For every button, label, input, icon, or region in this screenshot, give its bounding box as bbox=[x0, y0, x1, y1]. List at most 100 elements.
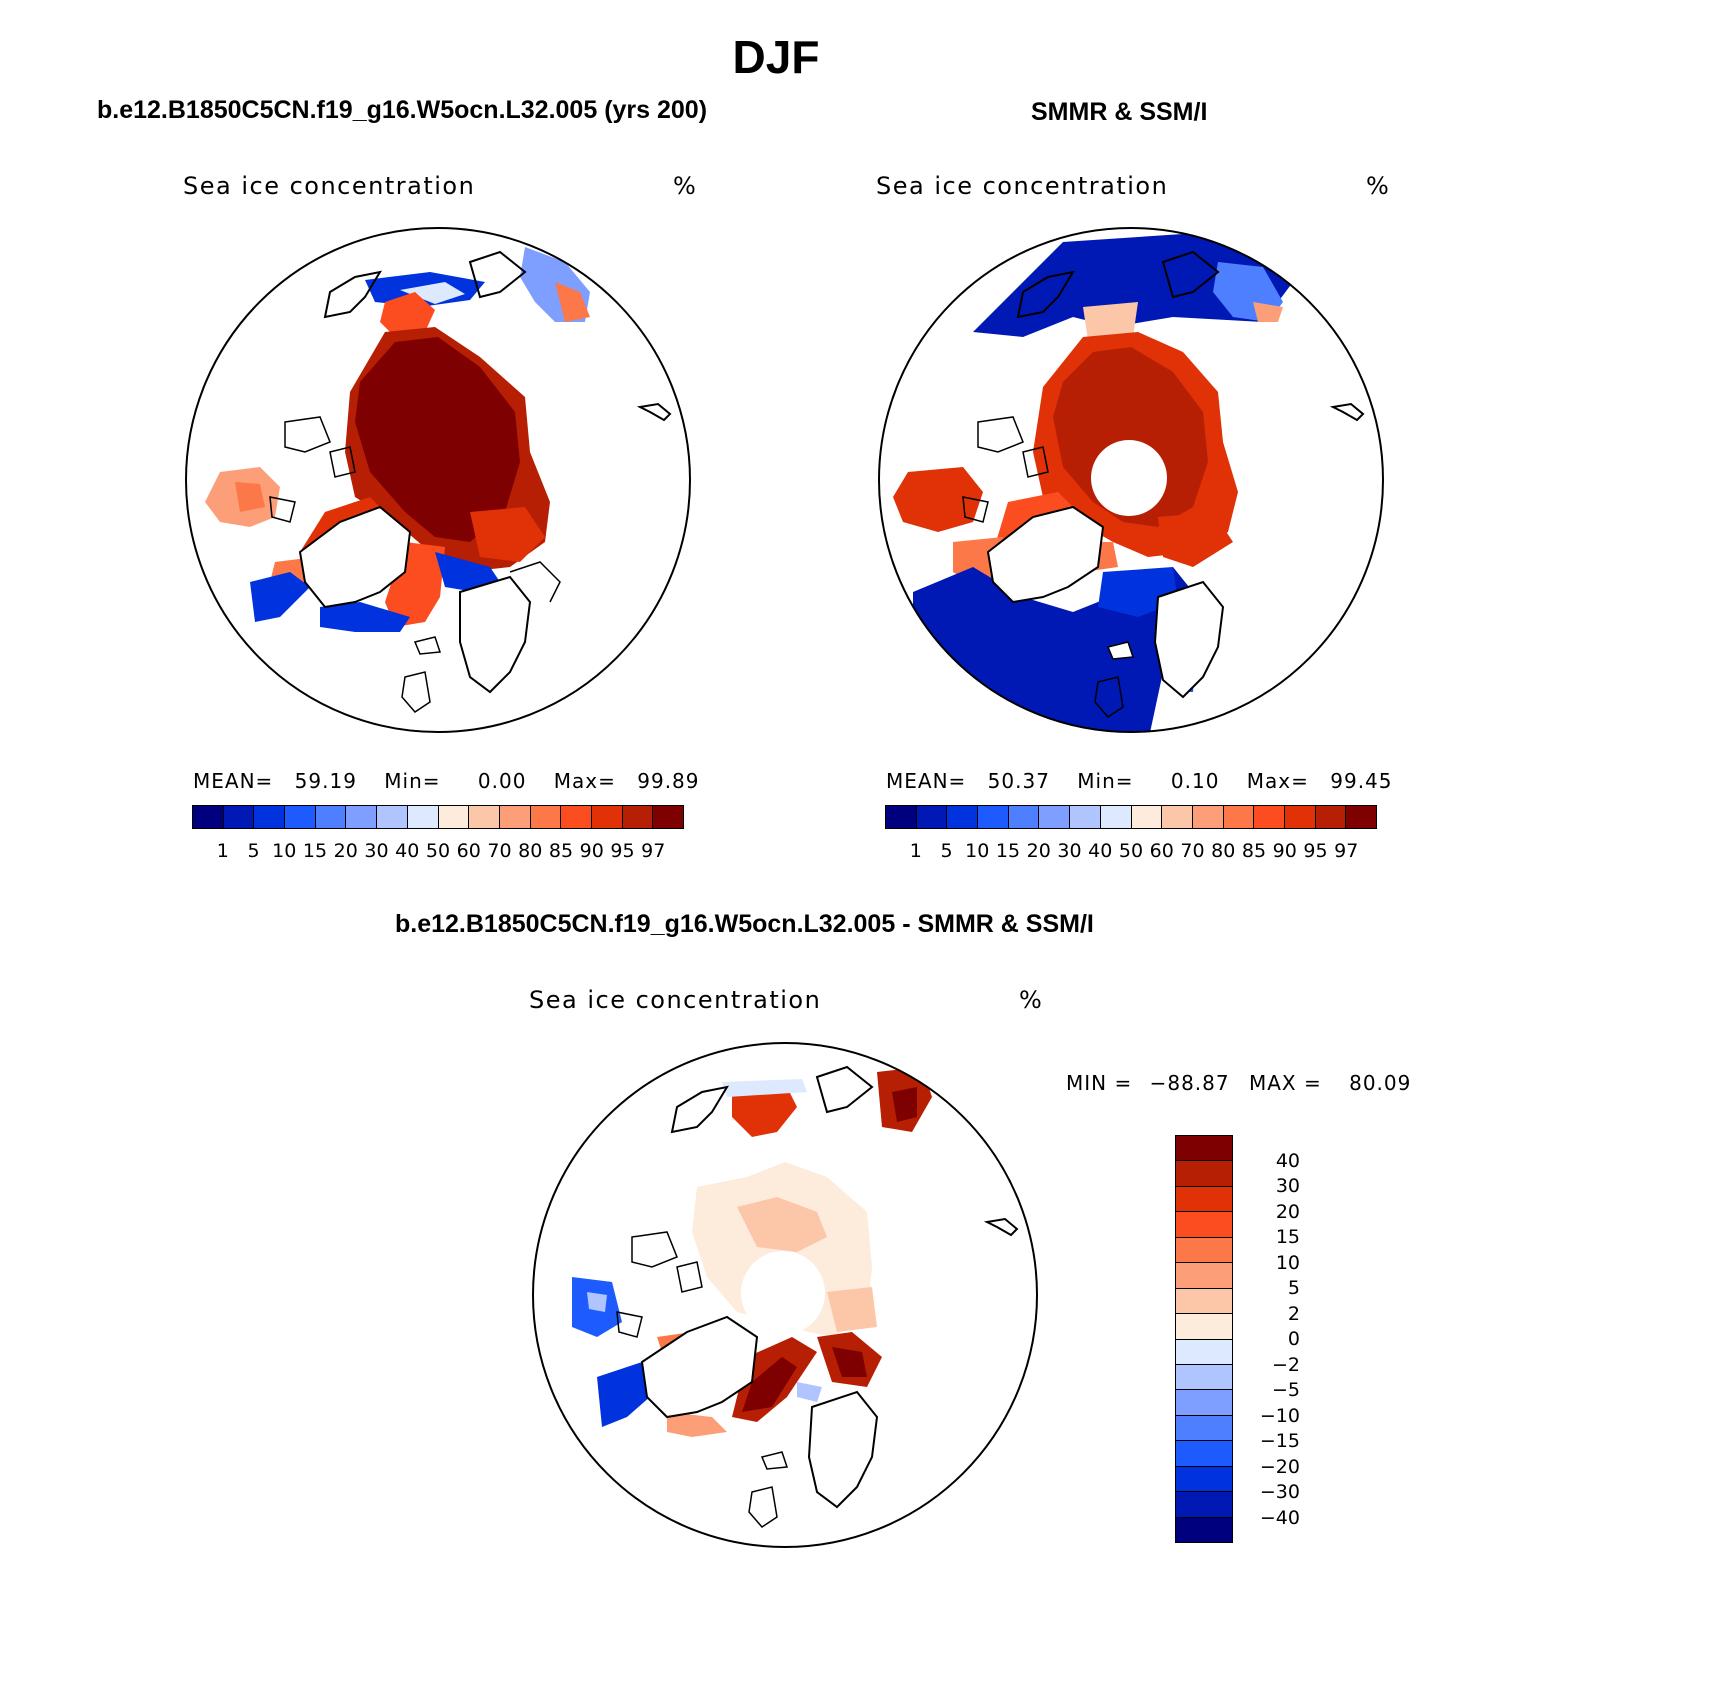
hudson-ice-inner bbox=[235, 482, 265, 512]
denmark-strait-blue bbox=[320, 602, 410, 632]
diff-colorbar-tick-label: 0 bbox=[1287, 1328, 1300, 1350]
diff-colorbar-swatch bbox=[1176, 1288, 1232, 1315]
model-colorbar-swatch bbox=[530, 806, 562, 828]
model-colorbar-tick-label: 50 bbox=[425, 840, 451, 862]
model-colorbar-tick-label: 40 bbox=[395, 840, 420, 862]
iceland bbox=[413, 636, 442, 655]
model-colorbar-swatch bbox=[285, 806, 316, 828]
model-colorbar-swatch bbox=[254, 806, 286, 828]
model-min-label: Min= bbox=[384, 769, 441, 793]
obs-min-label: Min= bbox=[1077, 769, 1134, 793]
obs-max-label: Max= bbox=[1246, 769, 1309, 793]
obs-colorbar-tick-label: 50 bbox=[1118, 840, 1144, 862]
model-colorbar-swatch bbox=[377, 806, 408, 828]
chukotka-coast bbox=[468, 250, 527, 299]
model-colorbar-tick-label: 80 bbox=[518, 840, 543, 862]
obs-colorbar-swatch bbox=[1346, 806, 1376, 828]
model-colorbar-tick-label: 15 bbox=[302, 840, 328, 862]
obs-colorbar-tick-label: 30 bbox=[1057, 840, 1082, 862]
obs-polar-map bbox=[878, 227, 1384, 733]
model-colorbar-swatch bbox=[591, 806, 623, 828]
obs-mean-label: MEAN= bbox=[886, 769, 967, 793]
canada-islands bbox=[269, 416, 356, 523]
polar-data-hole bbox=[1091, 440, 1167, 516]
model-colorbar-swatch bbox=[622, 806, 654, 828]
obs-colorbar-tick-label: 5 bbox=[940, 840, 953, 862]
diff-colorbar-tick-label: −15 bbox=[1259, 1430, 1300, 1452]
model-colorbar-swatch bbox=[346, 806, 378, 828]
model-colorbar-tick-label: 5 bbox=[247, 840, 260, 862]
diff-colorbar-swatch bbox=[1176, 1136, 1232, 1162]
chukotka-coast bbox=[1161, 250, 1220, 299]
obs-colorbar-swatch bbox=[1223, 806, 1255, 828]
obs-colorbar-swatch bbox=[916, 806, 948, 828]
diff-colorbar-swatch bbox=[1176, 1441, 1232, 1467]
hudson-ice bbox=[893, 467, 983, 532]
diff-colorbar-tick-label: −40 bbox=[1259, 1506, 1300, 1529]
model-colorbar-tick-label: 1 bbox=[216, 840, 229, 862]
obs-colorbar-tick-label: 80 bbox=[1211, 840, 1236, 862]
polar-data-hole bbox=[741, 1251, 825, 1335]
diff-colorbar-tick-label: 10 bbox=[1275, 1251, 1300, 1274]
aleutian-arc bbox=[983, 1217, 1019, 1237]
obs-variable-label: Sea ice concentration bbox=[876, 172, 1169, 200]
alaska-coast bbox=[1016, 270, 1076, 319]
diff-colorbar-ticks: 40 30 20 15 10 5 2 0 −2 −5 −10 −15 −20 −30 −40 bbox=[1240, 1135, 1300, 1543]
diff-panel-title: b.e12.B1850C5CN.f19_g16.W5ocn.L32.005 - … bbox=[395, 910, 1094, 938]
model-colorbar-tick-label: 20 bbox=[333, 840, 358, 862]
model-colorbar-swatch bbox=[193, 806, 224, 828]
okhotsk-edge bbox=[1253, 302, 1283, 322]
obs-colorbar-swatch bbox=[1162, 806, 1193, 828]
uk-coast bbox=[748, 1486, 778, 1528]
bering-diff-pos bbox=[732, 1087, 797, 1137]
aleutian-arc bbox=[636, 402, 672, 422]
model-units-label: % bbox=[673, 172, 698, 200]
arctic-pack-core bbox=[355, 337, 520, 542]
uk-coast bbox=[401, 671, 431, 713]
diff-colorbar-swatch bbox=[1176, 1237, 1232, 1264]
east-greenland-blue bbox=[435, 552, 500, 592]
model-colorbar-tick-label: 85 bbox=[548, 840, 574, 862]
model-colorbar-tick-label: 10 bbox=[272, 840, 297, 862]
aleutian-arc bbox=[1329, 402, 1365, 422]
obs-colorbar-tick-label: 40 bbox=[1088, 840, 1113, 862]
diff-colorbar-tick-label: 30 bbox=[1275, 1175, 1300, 1197]
bering-diff-light bbox=[722, 1079, 807, 1097]
model-mean-label: MEAN= bbox=[193, 769, 274, 793]
model-colorbar-swatch bbox=[653, 806, 683, 828]
okhotsk-ice-red bbox=[555, 282, 590, 322]
model-colorbar-swatch bbox=[223, 806, 255, 828]
barents-ice-edge bbox=[1158, 512, 1233, 567]
barents-diff-core bbox=[832, 1347, 867, 1377]
diff-colorbar-swatch bbox=[1176, 1517, 1232, 1542]
alaska-coast bbox=[670, 1085, 730, 1134]
siberia-coast bbox=[509, 561, 561, 603]
diff-colorbar-tick-label: 20 bbox=[1275, 1200, 1300, 1223]
obs-colorbar-tick-label: 97 bbox=[1334, 840, 1359, 862]
barents-diff-light bbox=[827, 1287, 877, 1332]
obs-colorbar-swatch bbox=[1100, 806, 1132, 828]
diff-colorbar-tick-label: −10 bbox=[1259, 1404, 1300, 1427]
model-colorbar-swatch bbox=[438, 806, 470, 828]
greenland bbox=[298, 505, 412, 609]
diff-colorbar-swatch bbox=[1176, 1186, 1232, 1213]
obs-units-label: % bbox=[1366, 172, 1391, 200]
obs-colorbar-swatch bbox=[978, 806, 1009, 828]
diff-polar-map bbox=[532, 1042, 1038, 1548]
model-colorbar-swatch bbox=[499, 806, 531, 828]
model-colorbar-tick-label: 60 bbox=[456, 840, 481, 862]
model-colorbar-tick-label: 70 bbox=[487, 840, 512, 862]
scandinavia bbox=[1153, 580, 1225, 699]
iceland bbox=[760, 1451, 789, 1470]
diff-max-label: MAX = bbox=[1248, 1071, 1322, 1095]
canada-islands bbox=[616, 1231, 703, 1338]
model-colorbar-swatch bbox=[561, 806, 592, 828]
diff-colorbar-tick-label: −5 bbox=[1271, 1379, 1300, 1401]
diff-colorbar-tick-label: −2 bbox=[1271, 1353, 1300, 1376]
iceland bbox=[1106, 641, 1135, 660]
diff-stats: MIN = −88.87 MAX = 80.09 bbox=[1066, 1071, 1411, 1095]
obs-colorbar-swatch bbox=[1284, 806, 1316, 828]
obs-colorbar-tick-label: 85 bbox=[1241, 840, 1267, 862]
obs-colorbar-swatch bbox=[1070, 806, 1101, 828]
diff-variable-label: Sea ice concentration bbox=[529, 986, 822, 1014]
